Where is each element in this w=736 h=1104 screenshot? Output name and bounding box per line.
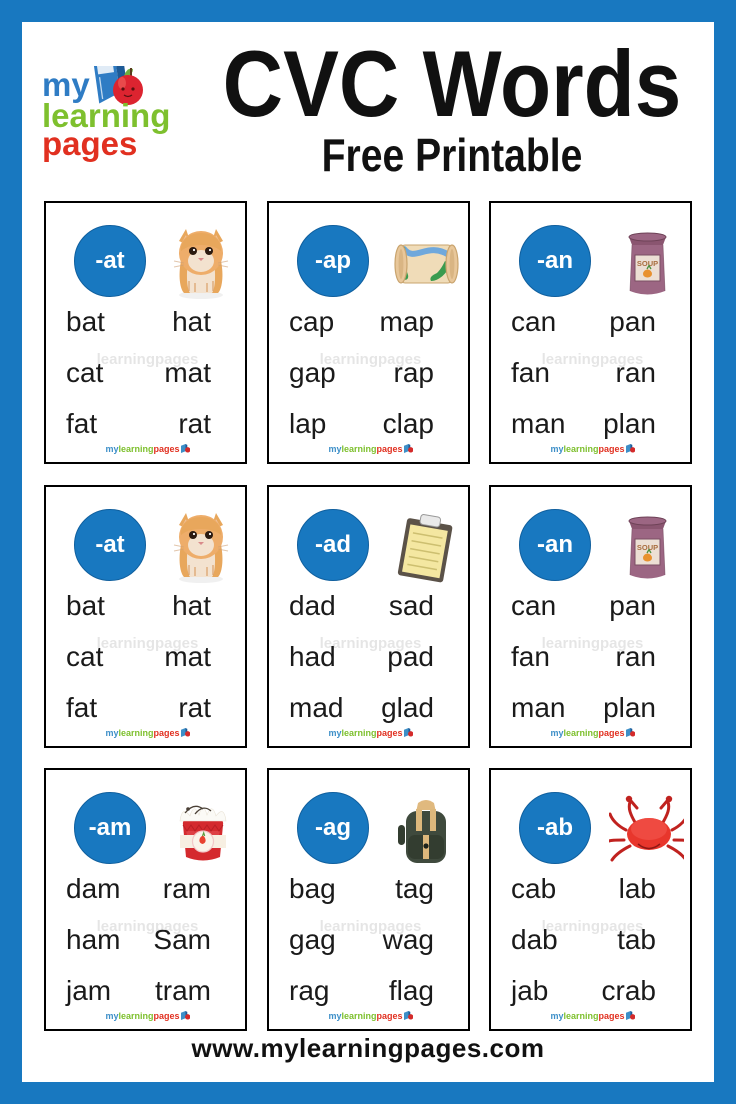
svg-text:SOUP: SOUP <box>637 259 658 268</box>
svg-text:SOUP: SOUP <box>637 543 658 552</box>
